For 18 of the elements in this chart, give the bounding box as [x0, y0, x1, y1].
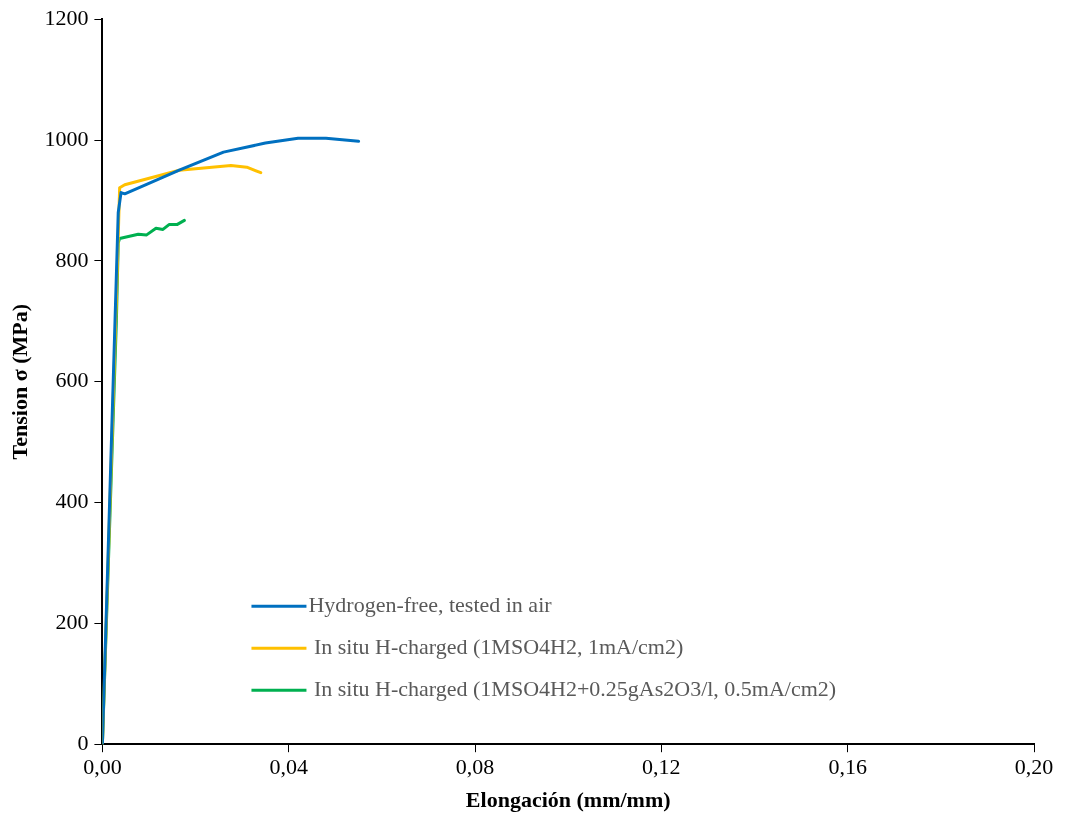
x-tick-label: 0,12: [642, 754, 681, 780]
y-tick-label: 800: [55, 246, 89, 272]
y-axis-title: Tension σ (MPa): [6, 304, 32, 460]
x-tick-label: 0,20: [1014, 754, 1054, 780]
x-tick-label: 0,16: [828, 754, 867, 780]
legend-label: In situ H-charged (1MSO4H2+0.25gAs2O3/l, 0.5mA/cm2): [308, 675, 837, 701]
legend-label: Hydrogen-free, tested in air: [308, 591, 553, 617]
y-tick-label: 1200: [44, 4, 89, 30]
y-tick-label: 600: [55, 367, 89, 393]
y-tick-label: 0: [77, 729, 89, 755]
x-axis-title: Elongación (mm/mm): [465, 787, 671, 813]
x-tick-label: 0,00: [83, 754, 122, 780]
x-tick-label: 0,08: [455, 754, 495, 780]
y-tick-label: 400: [55, 488, 89, 514]
y-tick-label: 200: [55, 609, 89, 635]
y-tick-label: 1000: [44, 125, 89, 151]
x-tick-label: 0,04: [269, 754, 308, 780]
legend-label: In situ H-charged (1MSO4H2, 1mA/cm2): [308, 633, 684, 659]
